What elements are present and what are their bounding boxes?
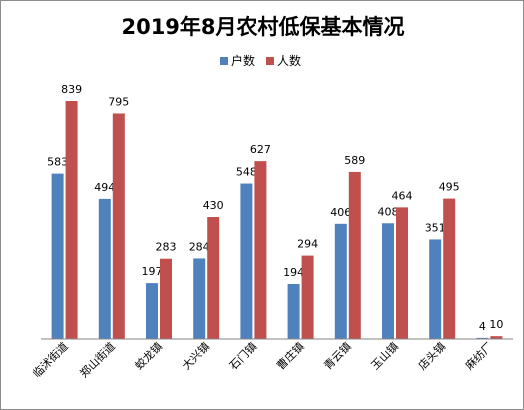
data-label-people-1: 795 (108, 95, 129, 108)
data-label-households-1: 494 (94, 181, 115, 194)
plot-area: 583 839 494 795 197 283 284 430 548 627 194 294 406 5… (47, 83, 503, 339)
bar-households-9 (476, 337, 489, 339)
bar-households-4 (240, 183, 253, 339)
legend-swatch (220, 57, 228, 65)
x-tick-label-8: 店头镇 (415, 339, 448, 372)
data-label-people-7: 464 (392, 189, 413, 202)
x-tick-label-0: 临沭街道 (30, 339, 71, 380)
data-label-households-8: 351 (425, 221, 446, 234)
data-label-households-7: 408 (378, 205, 399, 218)
bar-people-3 (207, 217, 220, 339)
chart-title: 2019年8月农村低保基本情况 (121, 15, 404, 39)
bar-households-3 (193, 258, 206, 339)
legend-label: 户数 (231, 53, 255, 68)
data-label-households-3: 284 (189, 240, 210, 253)
bar-households-6 (334, 223, 347, 339)
data-label-households-2: 197 (142, 265, 163, 278)
data-label-households-9: 4 (479, 320, 486, 333)
legend-item-households: 户数 (220, 53, 255, 68)
bar-people-8 (443, 198, 456, 339)
data-label-households-6: 406 (330, 206, 351, 219)
data-label-people-2: 283 (156, 241, 177, 254)
x-tick-label-3: 大兴镇 (179, 339, 212, 372)
x-tick-label-6: 青云镇 (321, 339, 354, 372)
bar-households-0 (51, 173, 64, 339)
bar-people-5 (301, 255, 314, 339)
x-axis-labels: 临沭街道 郑山街道 蛟龙镇 大兴镇 石门镇 曹庄镇 青云镇 玉山镇 店头镇 麻纺厂 (30, 339, 496, 380)
legend: 户数 人数 (220, 53, 301, 68)
legend-swatch (266, 57, 274, 65)
x-tick-label-9: 麻纺厂 (462, 339, 495, 372)
legend-label: 人数 (277, 53, 301, 68)
x-tick-label-2: 蛟龙镇 (132, 339, 165, 372)
data-label-people-4: 627 (250, 143, 271, 156)
data-label-people-3: 430 (203, 199, 224, 212)
bar-households-5 (287, 283, 300, 339)
bar-households-8 (429, 239, 442, 339)
legend-item-people: 人数 (266, 53, 301, 68)
data-label-households-0: 583 (47, 156, 68, 169)
x-tick-label-1: 郑山街道 (77, 339, 118, 380)
data-label-people-8: 495 (439, 181, 460, 194)
bar-people-4 (254, 161, 267, 339)
bar-people-6 (348, 171, 361, 339)
bar-people-1 (112, 113, 125, 339)
x-tick-label-7: 玉山镇 (368, 339, 401, 372)
data-label-households-4: 548 (236, 166, 257, 179)
data-label-people-6: 589 (344, 154, 365, 167)
bar-people-7 (396, 207, 408, 339)
bar-households-2 (146, 283, 158, 339)
x-tick-label-4: 石门镇 (226, 339, 259, 372)
bar-households-7 (382, 223, 394, 339)
data-label-households-5: 194 (283, 266, 304, 279)
data-label-people-5: 294 (297, 238, 318, 251)
data-label-people-9: 10 (489, 318, 503, 331)
data-label-people-0: 839 (61, 83, 82, 96)
bar-people-2 (160, 258, 172, 339)
x-tick-label-5: 曹庄镇 (273, 339, 306, 372)
bar-households-1 (98, 198, 111, 339)
bar-people-0 (65, 101, 78, 339)
bar-people-9 (490, 336, 503, 339)
